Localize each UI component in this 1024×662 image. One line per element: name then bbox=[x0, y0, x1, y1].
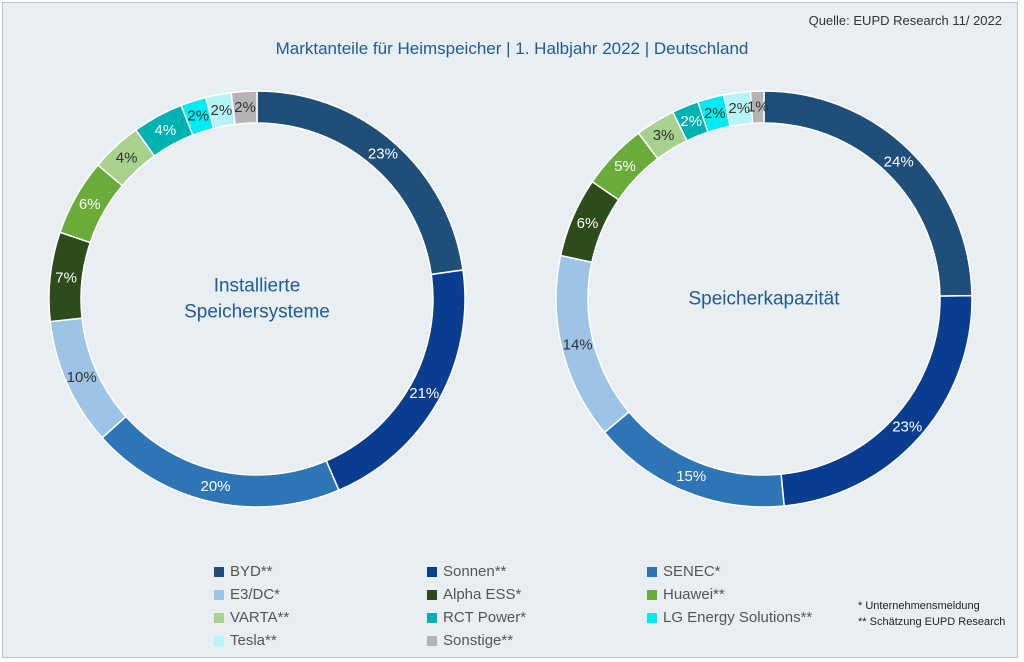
legend-item-alpha-ess: Alpha ESS* bbox=[427, 584, 647, 605]
legend-label: RCT Power* bbox=[443, 609, 527, 626]
chart-title: Marktanteile für Heimspeicher | 1. Halbj… bbox=[275, 39, 749, 58]
donut-0-label-alpha-ess: 7% bbox=[55, 270, 77, 287]
legend-item-huawei: Huawei** bbox=[647, 584, 857, 605]
donut-1-center-label: Speicherkapazität bbox=[688, 289, 840, 310]
legend-label: Tesla** bbox=[230, 632, 277, 649]
donut-0-center-label: Speichersysteme bbox=[184, 302, 330, 323]
legend-label: Huawei** bbox=[663, 586, 725, 603]
donut-1-label-tesla: 2% bbox=[728, 100, 750, 117]
legend-label: SENEC* bbox=[663, 563, 721, 580]
donut-0-slice-sonstige bbox=[230, 90, 258, 126]
donut-1-slice-sonstige bbox=[749, 90, 765, 125]
legend-item-lg-energy-solutions: LG Energy Solutions** bbox=[647, 607, 857, 628]
donut-0-label-huawei: 6% bbox=[79, 196, 101, 213]
donut-0-label-varta: 4% bbox=[116, 150, 138, 167]
donut-0-slice-byd bbox=[256, 90, 464, 276]
legend-label: E3/DC* bbox=[230, 586, 281, 603]
legend-swatch bbox=[427, 612, 437, 623]
legend-item-varta: VARTA** bbox=[214, 607, 427, 628]
footnotes: * Unternehmensmeldung ** Schätzung EUPD … bbox=[858, 598, 1005, 630]
donut-1-label-sonstige: 1% bbox=[747, 99, 769, 116]
donut-0-label-tesla: 2% bbox=[211, 102, 233, 119]
donut-1-slice-byd bbox=[763, 90, 973, 297]
legend-label: Sonnen** bbox=[443, 563, 507, 580]
legend-swatch bbox=[647, 566, 657, 577]
legend-label: Sonstige** bbox=[443, 632, 514, 649]
legend-item-byd: BYD** bbox=[214, 561, 427, 582]
legend-swatch bbox=[214, 612, 224, 623]
donut-1-label-alpha-ess: 6% bbox=[577, 215, 599, 232]
legend-swatch bbox=[214, 635, 224, 646]
donut-1-label-e3-dc: 14% bbox=[563, 337, 593, 354]
legend-label: Alpha ESS* bbox=[443, 586, 522, 603]
footnote-company: * Unternehmensmeldung bbox=[858, 600, 980, 612]
donut-0-label-sonnen: 21% bbox=[409, 385, 439, 402]
donut-1-label-senec: 15% bbox=[676, 468, 706, 485]
donut-1-label-byd: 24% bbox=[884, 154, 914, 171]
legend-swatch bbox=[427, 589, 437, 600]
donut-0-center-label: Installierte bbox=[214, 276, 301, 297]
legend-item-sonnen: Sonnen** bbox=[427, 561, 647, 582]
donut-1-slice-senec bbox=[603, 410, 785, 508]
legend-label: BYD** bbox=[230, 563, 273, 580]
donut-1-label-rct-power: 2% bbox=[680, 113, 702, 130]
donut-1-label-huawei: 5% bbox=[614, 158, 636, 175]
legend-item-e3-dc: E3/DC* bbox=[214, 584, 427, 605]
legend-swatch bbox=[647, 612, 657, 623]
legend-swatch bbox=[427, 635, 437, 646]
donut-1-label-sonnen: 23% bbox=[892, 418, 922, 435]
legend-label: VARTA** bbox=[230, 609, 290, 626]
legend-item-rct-power: RCT Power* bbox=[427, 607, 647, 628]
source-note: Quelle: EUPD Research 11/ 2022 bbox=[808, 13, 1002, 28]
donut-1-label-varta: 3% bbox=[653, 127, 675, 144]
legend-item-tesla: Tesla** bbox=[214, 630, 427, 651]
donut-1-slice-sonnen bbox=[780, 294, 973, 507]
donut-0-label-e3-dc: 10% bbox=[67, 369, 97, 386]
legend-item-senec: SENEC* bbox=[647, 561, 857, 582]
legend-swatch bbox=[214, 589, 224, 600]
donut-0-label-lg-energy-solutions: 2% bbox=[187, 108, 209, 125]
legend-swatch bbox=[427, 566, 437, 577]
donut-0-slice-sonnen bbox=[325, 269, 466, 492]
legend-label: LG Energy Solutions** bbox=[663, 609, 813, 626]
donut-0-label-rct-power: 4% bbox=[154, 122, 176, 139]
donut-0-label-sonstige: 2% bbox=[234, 99, 256, 116]
legend: BYD** Sonnen** SENEC* E3/DC* Alpha ESS* Huawe… bbox=[214, 561, 857, 651]
legend-swatch bbox=[214, 566, 224, 577]
donut-1-label-lg-energy-solutions: 2% bbox=[704, 105, 726, 122]
donut-0-label-byd: 23% bbox=[368, 146, 398, 163]
legend-swatch bbox=[647, 589, 657, 600]
donut-0-label-senec: 20% bbox=[201, 478, 231, 495]
legend-item-sonstige: Sonstige** bbox=[427, 630, 647, 651]
footnote-estimate: ** Schätzung EUPD Research bbox=[858, 616, 1006, 628]
